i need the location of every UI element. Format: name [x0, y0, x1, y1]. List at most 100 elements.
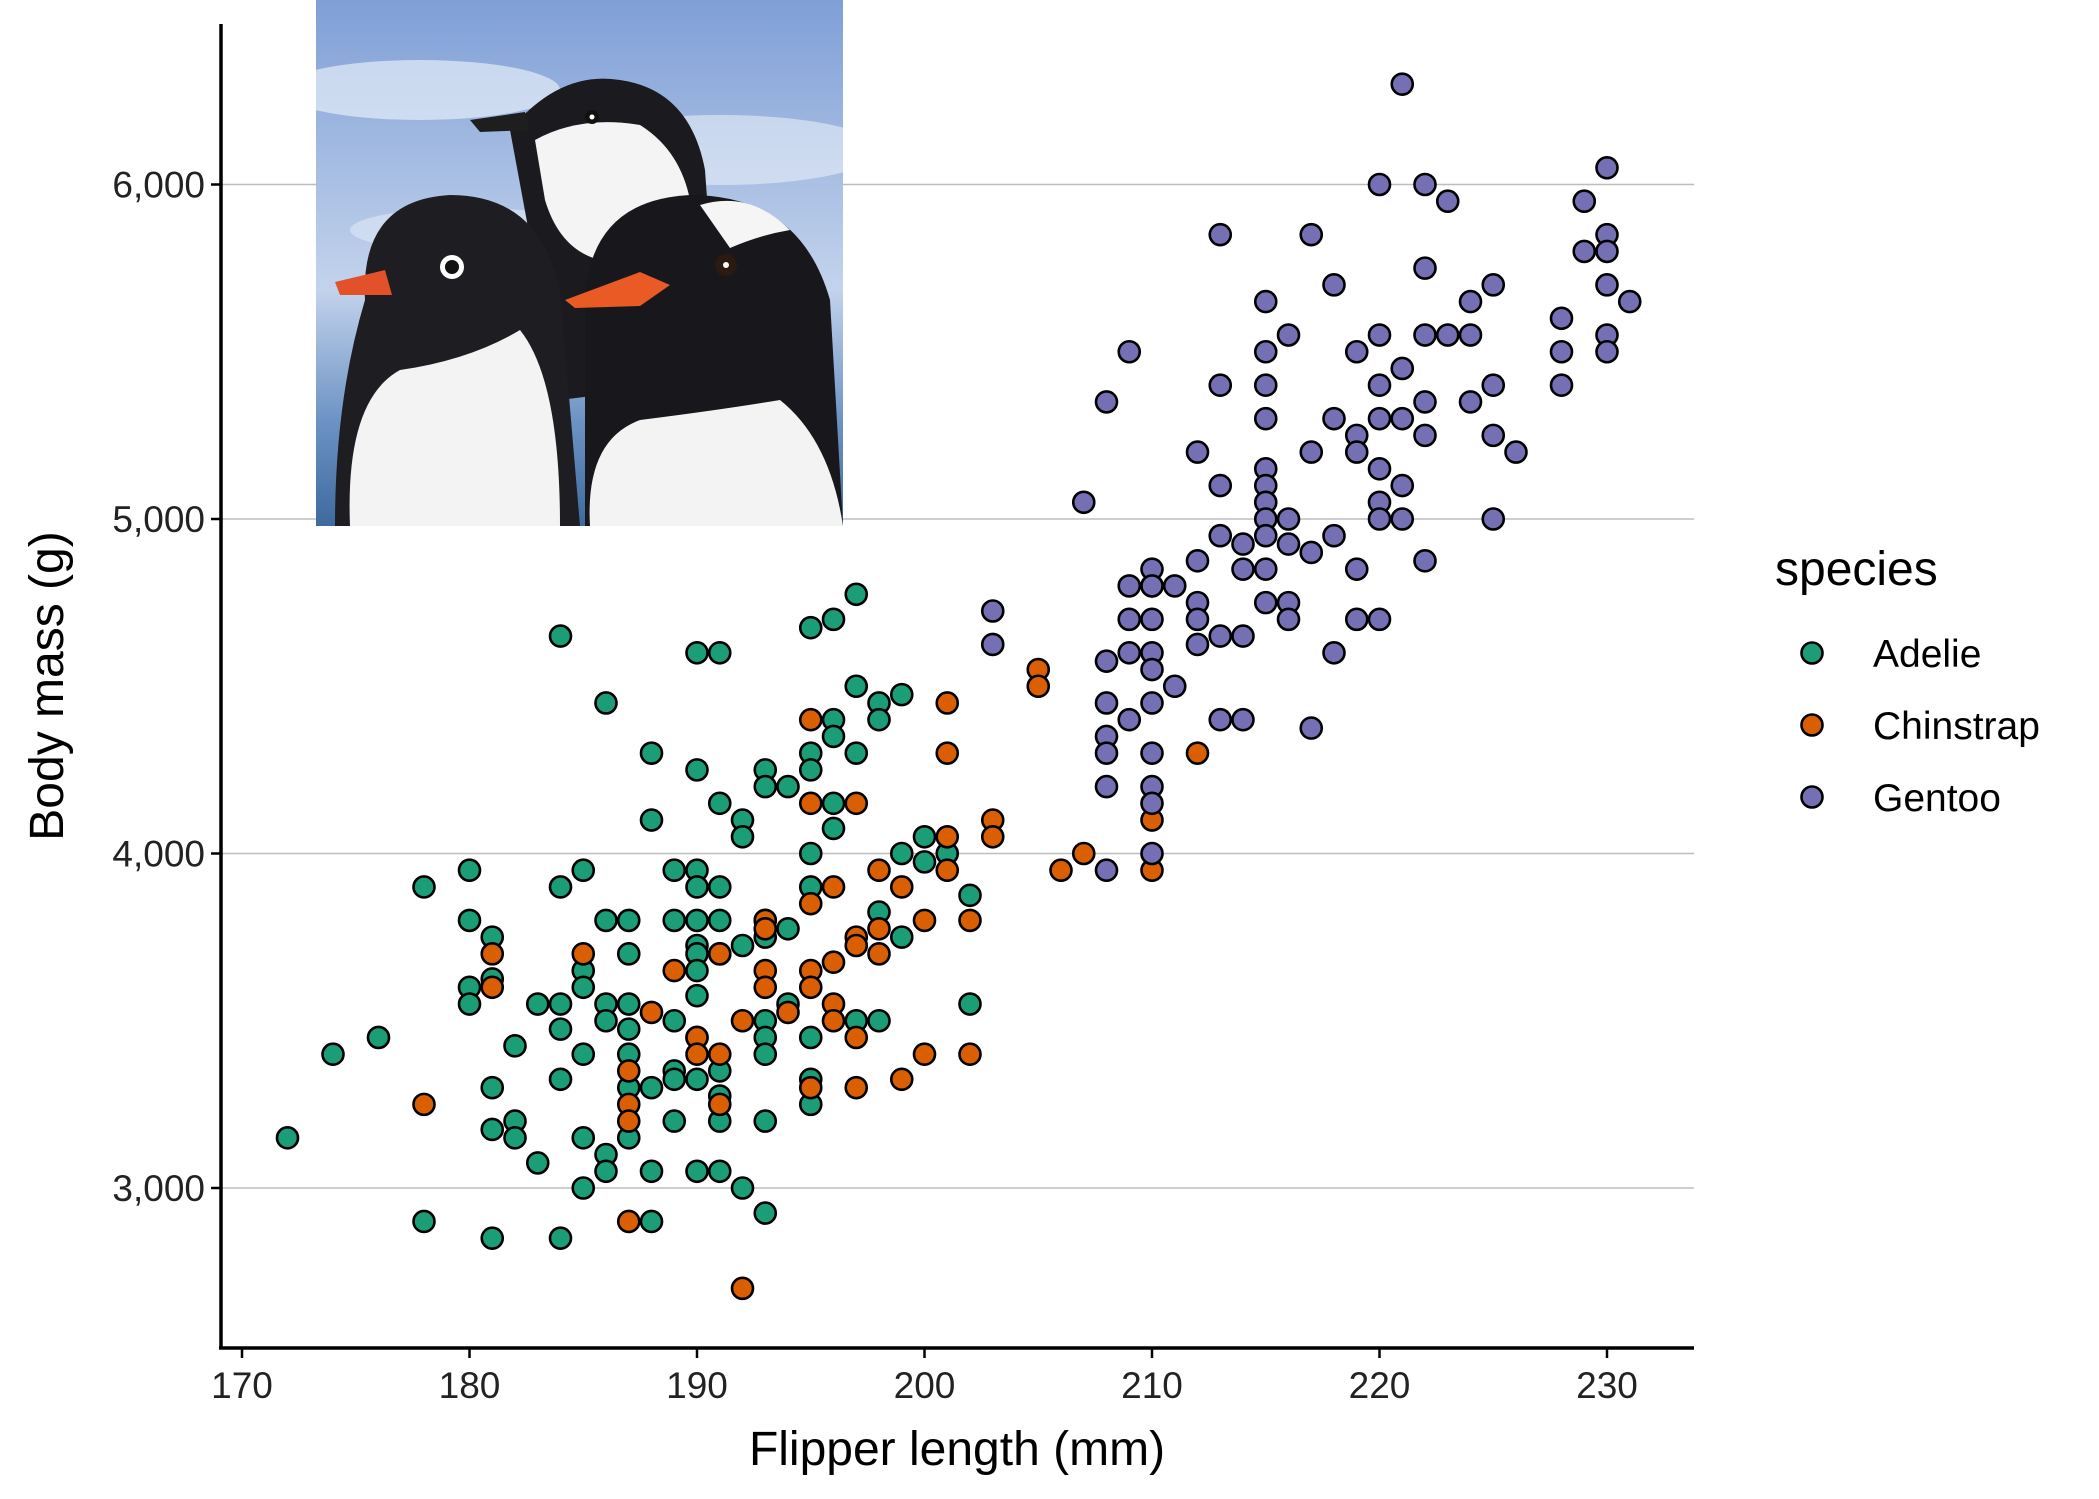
data-point-gentoo [1094, 858, 1119, 883]
data-point-gentoo [1299, 440, 1324, 464]
data-point-chinstrap [867, 858, 891, 883]
data-point-chinstrap [730, 1276, 755, 1301]
data-point-gentoo [1094, 741, 1119, 765]
data-point-chinstrap [935, 858, 960, 883]
data-point-gentoo [1435, 323, 1460, 347]
data-point-chinstrap [980, 824, 1005, 849]
data-point-adelie [730, 933, 755, 958]
data-point-gentoo [1299, 540, 1324, 565]
data-point-adelie [821, 724, 846, 749]
data-point-adelie [707, 908, 732, 933]
data-point-chinstrap [1071, 841, 1096, 866]
data-point-adelie [275, 1126, 300, 1150]
data-point-gentoo [1140, 607, 1164, 632]
data-point-chinstrap [798, 975, 823, 1000]
data-point-chinstrap [844, 933, 869, 958]
axes [219, 24, 1694, 1350]
data-point-gentoo [1595, 273, 1619, 297]
data-point-adelie [776, 916, 800, 941]
data-point-adelie [480, 1117, 505, 1142]
data-point-adelie [548, 1017, 573, 1041]
data-point-chinstrap [867, 942, 891, 966]
y-tick-label: 4,000 [112, 834, 205, 875]
data-point-gentoo [1390, 72, 1415, 96]
data-point-gentoo [1413, 256, 1437, 280]
data-point-gentoo [1140, 841, 1164, 866]
data-point-chinstrap [480, 975, 505, 1000]
data-point-gentoo [1231, 532, 1255, 556]
data-point-gentoo [1344, 339, 1369, 364]
data-point-gentoo [1481, 273, 1506, 297]
data-point-chinstrap [662, 958, 687, 983]
y-axis-title: Body mass (g) [21, 531, 74, 840]
data-point-gentoo [1231, 624, 1255, 648]
data-point-adelie [594, 1008, 618, 1033]
data-point-gentoo [1458, 390, 1483, 414]
data-point-gentoo [1413, 172, 1437, 197]
data-point-gentoo [1390, 356, 1415, 381]
data-point-chinstrap [412, 1092, 436, 1117]
data-point-gentoo [1117, 607, 1142, 632]
data-point-chinstrap [889, 875, 914, 899]
data-point-chinstrap [935, 824, 960, 849]
data-point-chinstrap [821, 1008, 846, 1033]
data-point-adelie [798, 615, 823, 640]
data-point-gentoo [1208, 707, 1233, 732]
data-point-gentoo [1208, 624, 1233, 648]
data-point-chinstrap [685, 1042, 709, 1066]
data-point-adelie [798, 841, 823, 866]
legend-key-adelie [1800, 641, 1824, 665]
legend-title: species [1775, 543, 1938, 596]
data-point-adelie [594, 908, 618, 933]
data-point-adelie [412, 1209, 436, 1234]
data-point-gentoo [1344, 440, 1369, 464]
data-point-gentoo [1595, 339, 1619, 364]
data-point-adelie [571, 975, 596, 1000]
data-point-gentoo [1253, 406, 1278, 431]
data-point-adelie [548, 875, 573, 899]
data-point-adelie [594, 1159, 618, 1184]
data-point-adelie [685, 1159, 709, 1184]
x-tick-label: 170 [211, 1365, 273, 1406]
data-point-gentoo [1458, 323, 1483, 347]
data-point-adelie [639, 1075, 664, 1100]
x-tick-label: 210 [1121, 1365, 1183, 1406]
data-point-chinstrap [616, 1209, 641, 1234]
data-point-gentoo [1344, 557, 1369, 581]
data-point-gentoo [1253, 373, 1278, 398]
data-point-chinstrap [844, 1025, 869, 1050]
data-point-gentoo [1071, 490, 1096, 515]
data-point-gentoo [1572, 239, 1597, 264]
data-point-adelie [594, 691, 618, 715]
data-point-adelie [571, 1126, 596, 1150]
data-point-adelie [525, 1151, 550, 1175]
data-point-chinstrap [844, 791, 869, 816]
data-point-gentoo [1208, 473, 1233, 498]
data-point-gentoo [1253, 590, 1278, 615]
y-tick-label: 5,000 [112, 499, 205, 540]
data-point-gentoo [1208, 222, 1233, 247]
data-point-adelie [707, 875, 732, 899]
x-tick-label: 220 [1349, 1365, 1411, 1406]
data-point-gentoo [1276, 323, 1301, 347]
data-point-adelie [707, 640, 732, 665]
y-tick-label: 3,000 [112, 1168, 205, 1209]
data-point-adelie [844, 741, 869, 765]
data-point-gentoo [980, 632, 1005, 657]
data-point-gentoo [1367, 607, 1392, 632]
data-point-adelie [639, 808, 664, 832]
data-point-gentoo [1322, 640, 1346, 665]
data-point-adelie [753, 1201, 778, 1225]
data-point-chinstrap [912, 908, 937, 933]
data-point-gentoo [1117, 339, 1142, 364]
data-point-gentoo [1140, 657, 1164, 682]
data-point-adelie [457, 908, 482, 933]
data-point-gentoo [1549, 339, 1574, 364]
data-point-gentoo [1276, 607, 1301, 632]
legend-key-chinstrap [1800, 713, 1824, 737]
data-point-adelie [548, 1067, 573, 1092]
data-point-adelie [707, 1159, 732, 1184]
data-point-adelie [867, 1008, 891, 1033]
data-point-adelie [662, 858, 687, 883]
data-point-chinstrap [889, 1067, 914, 1092]
